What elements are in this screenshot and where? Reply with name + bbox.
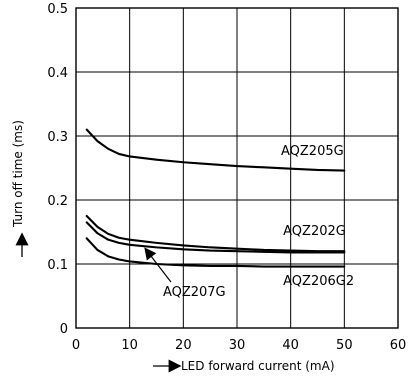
y-tick-label-0: 0 (60, 322, 68, 337)
x-tick-label-60: 60 (390, 338, 407, 353)
y-tick-label-0-3: 0.3 (47, 130, 68, 145)
series-line-aqz202g (85, 214, 346, 253)
series-label-aqz205g: AQZ205G (281, 144, 344, 159)
y-axis-title-group: Turn off time (ms) (11, 120, 29, 257)
y-axis-title: Turn off time (ms) (11, 120, 25, 228)
x-tick-label-30: 30 (229, 338, 246, 353)
x-axis-title-group: LED forward current (mA) (153, 359, 335, 373)
x-tick-label-20: 20 (175, 338, 192, 353)
annotation-group: AQZ205G AQZ202G AQZ207G AQZ206G2 (144, 144, 354, 300)
series-line-aqz207g (85, 221, 346, 254)
series-label-aqz202g: AQZ202G (283, 224, 346, 239)
x-tick-label-0: 0 (72, 338, 80, 353)
annotation-arrow-aqz207g (144, 247, 172, 283)
y-tick-label-0-1: 0.1 (47, 258, 68, 273)
series-group (85, 128, 346, 268)
y-ticks-group: 0 0.1 0.2 0.3 0.4 0.5 (47, 2, 68, 337)
x-tick-label-10: 10 (121, 338, 138, 353)
series-line-aqz205g (85, 128, 346, 172)
series-label-aqz206g2: AQZ206G2 (283, 274, 354, 289)
series-line-aqz206g2 (85, 237, 346, 268)
x-axis-title: LED forward current (mA) (181, 359, 335, 373)
series-label-aqz207g: AQZ207G (163, 285, 226, 300)
y-tick-label-0-5: 0.5 (47, 2, 68, 17)
y-tick-label-0-4: 0.4 (47, 66, 68, 81)
gridlines (76, 8, 398, 328)
x-ticks-group: 0 10 20 30 40 50 60 (72, 338, 406, 353)
x-tick-label-50: 50 (336, 338, 353, 353)
y-tick-label-0-2: 0.2 (47, 194, 68, 209)
x-tick-label-40: 40 (282, 338, 299, 353)
plot-frame (75, 7, 399, 329)
